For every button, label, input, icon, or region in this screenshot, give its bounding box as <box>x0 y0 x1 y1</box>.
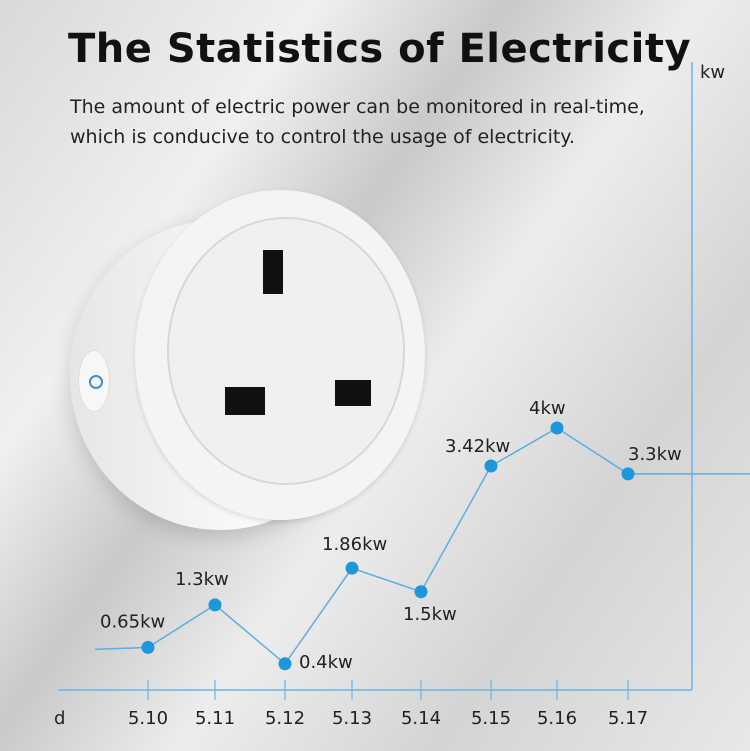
x-tick-label: 5.17 <box>608 708 648 729</box>
x-axis-label: d <box>54 708 65 729</box>
y-axis-label: kw <box>700 62 725 83</box>
x-tick-label: 5.16 <box>537 708 577 729</box>
data-point <box>278 657 292 671</box>
smart-plug-image <box>70 190 430 535</box>
x-tick-label: 5.13 <box>332 708 372 729</box>
data-point <box>141 640 155 654</box>
x-tick-label: 5.14 <box>401 708 441 729</box>
data-point <box>208 598 222 612</box>
subtitle: The amount of electric power can be moni… <box>70 92 710 152</box>
series-line <box>94 427 750 665</box>
data-label: 4kw <box>529 398 566 419</box>
subtitle-line: The amount of electric power can be moni… <box>70 96 645 118</box>
data-point <box>621 467 635 481</box>
data-label: 0.4kw <box>299 652 353 673</box>
power-icon <box>78 350 110 412</box>
x-tick-label: 5.10 <box>128 708 168 729</box>
x-tick-label: 5.11 <box>195 708 235 729</box>
data-point <box>550 421 564 435</box>
subtitle-line: which is conducive to control the usage … <box>70 126 575 148</box>
page-title: The Statistics of Electricity <box>68 26 692 72</box>
x-tick-label: 5.12 <box>265 708 305 729</box>
data-point <box>345 561 359 575</box>
data-label: 3.3kw <box>628 444 682 465</box>
data-point <box>484 459 498 473</box>
data-label: 0.65kw <box>100 611 165 632</box>
data-label: 1.86kw <box>322 534 387 555</box>
data-point <box>414 585 428 599</box>
data-label: 3.42kw <box>445 436 510 457</box>
x-tick-label: 5.15 <box>471 708 511 729</box>
data-label: 1.5kw <box>403 604 457 625</box>
data-label: 1.3kw <box>175 569 229 590</box>
